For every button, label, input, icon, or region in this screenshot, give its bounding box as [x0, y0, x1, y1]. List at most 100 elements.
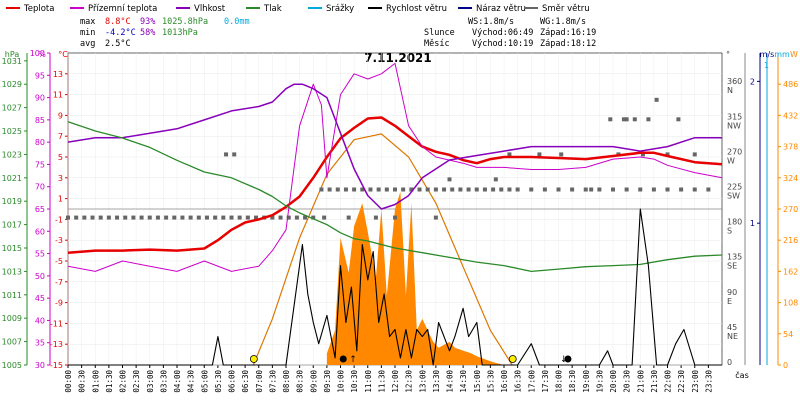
temp-tick-label: -13 — [50, 340, 63, 349]
pct-tick-label: 100 — [30, 49, 45, 58]
wind-direction-point — [692, 187, 697, 192]
w-tick-label: 270 — [783, 205, 798, 214]
temp-tick-label: -7 — [55, 278, 63, 287]
time-tick-label: 02:00 — [119, 370, 128, 393]
wind-direction-point — [82, 215, 87, 220]
temp-tick-label: 5 — [58, 153, 63, 162]
legend-item-2: Vlhkost — [194, 4, 226, 14]
time-tick-label: 00:30 — [78, 370, 87, 393]
w-tick-label: 162 — [783, 267, 798, 276]
time-tick-label: 06:30 — [241, 370, 250, 393]
time-tick-label: 01:00 — [91, 370, 100, 393]
hpa-tick-label: 1013 — [2, 267, 22, 276]
wind-direction-point — [66, 215, 70, 220]
w-tick-label: 216 — [783, 236, 798, 245]
wind-direction-point — [624, 187, 629, 192]
stat-avg-temp: 2.5°C — [105, 39, 131, 49]
stat-max-label: max — [80, 17, 95, 27]
wind-direction-point — [556, 187, 561, 192]
wind-direction-point — [493, 177, 498, 182]
moonrise-arrow-icon: ↑ — [349, 355, 357, 365]
moonrise-time: Východ:10:19 — [472, 39, 533, 49]
wind-direction-point — [270, 215, 275, 220]
temp-tick-label: -9 — [55, 299, 63, 308]
series-line-4 — [68, 208, 722, 366]
w-tick-label: 108 — [783, 299, 798, 308]
wind-direction-point — [611, 187, 615, 192]
stat-max-press: 1025.8hPa — [162, 17, 208, 27]
time-tick-label: 08:00 — [282, 370, 291, 393]
time-tick-label: 12:30 — [405, 370, 414, 393]
wind-direction-point — [491, 187, 496, 192]
wind-direction-point — [172, 215, 177, 220]
legend-item-7: Směr větru — [542, 4, 590, 14]
wind-direction-point — [570, 187, 575, 192]
plot-area: ↑ ↓ — [66, 62, 723, 366]
wind-direction-point — [433, 187, 438, 192]
wind-direction-point — [447, 177, 452, 182]
wind-direction-point — [229, 215, 234, 220]
wind-direction-point — [346, 215, 351, 220]
wind-direction-point — [425, 187, 430, 192]
pct-tick-label: 40 — [35, 316, 45, 325]
w-tick-label: 486 — [783, 80, 798, 89]
wind-direction-point — [327, 187, 332, 192]
wind-direction-point — [499, 187, 504, 192]
wind-direction-point — [559, 152, 564, 157]
sunrise-marker — [249, 355, 258, 363]
pct-tick-label: 75 — [35, 160, 45, 169]
wind-direction-point — [311, 215, 316, 220]
wind-direction-point — [188, 215, 193, 220]
series-line-1 — [67, 62, 723, 272]
wind-direction-point — [90, 215, 95, 220]
time-tick-label: 03:00 — [146, 370, 155, 393]
time-tick-label: 09:00 — [309, 370, 318, 393]
pct-tick-label: 95 — [35, 71, 45, 80]
wind-direction-point — [278, 215, 283, 220]
time-tick-label: 15:00 — [473, 370, 482, 393]
wind-direction-point — [417, 187, 422, 192]
pct-tick-label: 65 — [35, 205, 45, 214]
wind-direction-point — [640, 152, 645, 157]
time-tick-label: 12:00 — [391, 370, 400, 393]
time-tick-label: 03:30 — [159, 370, 168, 393]
pct-tick-label: 70 — [35, 183, 45, 192]
ms-axis-title: m/s — [760, 50, 775, 59]
wind-direction-point — [692, 152, 697, 157]
wind-direction-point — [286, 215, 291, 220]
time-tick-label: 21:30 — [650, 370, 659, 393]
legend-item-6: Náraz větru — [476, 4, 526, 14]
wind-direction-point — [676, 117, 681, 122]
time-tick-label: 22:30 — [677, 370, 686, 393]
time-tick-label: 04:00 — [173, 370, 182, 393]
time-tick-label: 11:00 — [364, 370, 373, 393]
series-radiation-area — [326, 191, 504, 365]
time-tick-label: 07:00 — [255, 370, 264, 393]
hpa-tick-label: 1007 — [2, 338, 22, 347]
legend-item-5: Rychlost větru — [386, 4, 447, 14]
wind-direction-point — [343, 187, 348, 192]
dir-tick-compass: S — [727, 227, 732, 236]
time-tick-label: 09:30 — [323, 370, 332, 393]
wind-direction-point — [442, 187, 447, 192]
wind-direction-point — [651, 187, 656, 192]
time-axis-title: čas — [735, 370, 748, 380]
stat-max-hum: 93% — [140, 17, 155, 27]
wind-direction-point — [665, 152, 670, 157]
wind-direction-point — [433, 215, 438, 220]
time-tick-label: 13:00 — [418, 370, 427, 393]
deg-axis-title: ° — [726, 50, 730, 59]
time-tick-label: 14:30 — [459, 370, 468, 393]
wind-direction-point — [450, 187, 455, 192]
legend: Teplota Přízemní teplota Vlhkost Tlak Srážky… — [6, 4, 590, 14]
hpa-tick-label: 1021 — [2, 174, 22, 183]
time-tick-label: 17:00 — [527, 370, 536, 393]
wind-direction-point — [204, 215, 209, 220]
temp-tick-label: -1 — [55, 215, 63, 224]
wind-direction-point — [393, 187, 397, 192]
temp-tick-label: 1 — [58, 195, 63, 204]
mm-axis-title: mm — [774, 50, 790, 59]
stat-min-press: 1013hPa — [162, 28, 198, 38]
time-tick-label: 00:00 — [64, 370, 73, 393]
time-tick-label: 15:30 — [486, 370, 495, 393]
